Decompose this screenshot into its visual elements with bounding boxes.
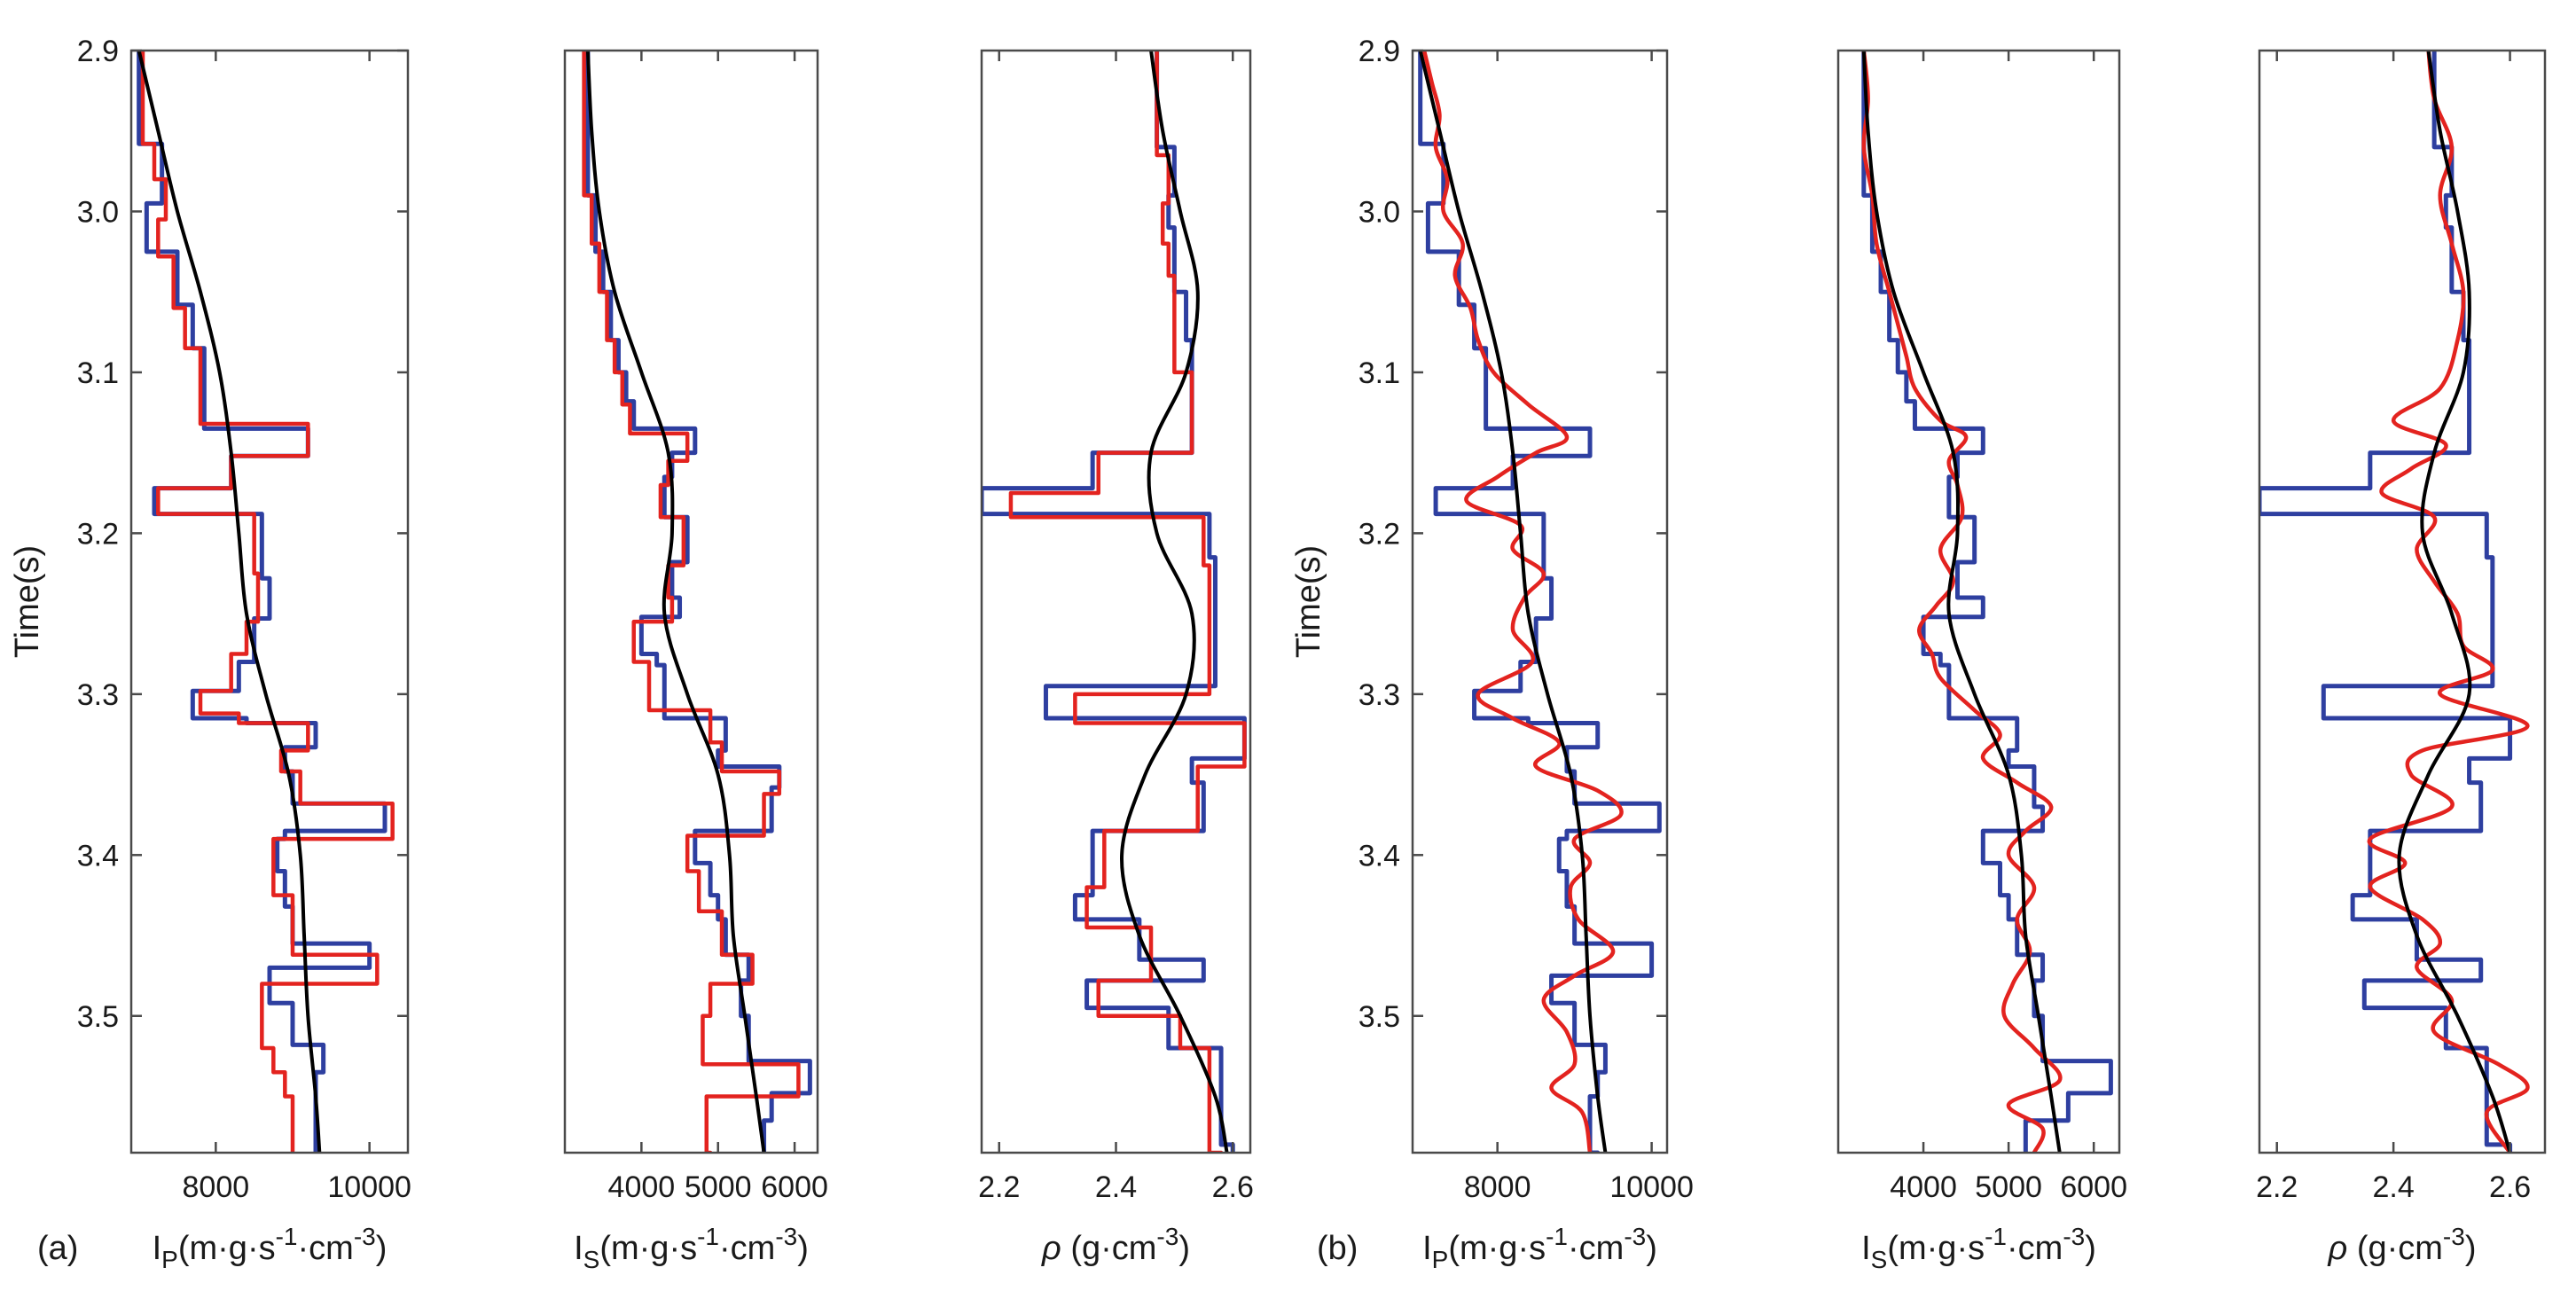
x-tick-label: 4000: [1890, 1170, 1957, 1204]
inversion-result-curve: [140, 51, 395, 1153]
x-axis-label: IP(m·g·s-1·cm-3): [153, 1223, 388, 1273]
panel-label-a: (a): [37, 1230, 78, 1267]
y-tick-label: 3.5: [1358, 1000, 1400, 1034]
x-tick-label: 2.2: [2256, 1170, 2298, 1204]
log-panel-b-ip: 8000 10000 2.9 3.0 3.1 3.2 3.3 3.4 3.5 Time(s) IP(…: [1290, 35, 1694, 1273]
inversion-result-curve: [1008, 51, 1247, 1153]
series-group: [1418, 51, 1662, 1153]
x-tick-label: 5000: [1975, 1170, 2042, 1204]
log-panel-a-rho: 2.2 2.4 2.6 ρ (g·cm-3): [978, 49, 1254, 1267]
y-tick-label: 3.3: [77, 678, 119, 712]
true-log-curve: [1418, 51, 1662, 1153]
series-group: [2259, 51, 2530, 1153]
y-tick-label: 2.9: [77, 35, 119, 68]
y-tick-label: 3.5: [77, 1000, 119, 1034]
y-axis-label: Time(s): [9, 545, 46, 658]
axes-frame: [2258, 49, 2547, 1154]
initial-model-curve: [137, 51, 322, 1153]
y-tick-label: 3.2: [1358, 517, 1400, 551]
x-axis-label: IP(m·g·s-1·cm-3): [1422, 1223, 1657, 1273]
x-tick-label: 2.4: [1095, 1170, 1137, 1204]
series-group: [137, 51, 395, 1153]
y-axis-label: Time(s): [1290, 545, 1327, 658]
y-tick-label: 3.4: [1358, 839, 1400, 873]
axes-frame: [129, 49, 410, 1154]
initial-model-curve: [1418, 51, 1608, 1153]
x-tick-label: 10000: [1609, 1170, 1694, 1204]
log-panel-a-ip: 8000 10000 2.9 3.0 3.1 3.2 3.3 3.4 3.5 Time(s) IP(…: [9, 35, 411, 1273]
x-axis-label: ρ (g·cm-3): [2328, 1223, 2477, 1267]
x-tick-label: 8000: [1464, 1170, 1531, 1204]
y-tick-label: 3.0: [1358, 195, 1400, 229]
y-tick-label: 3.0: [77, 195, 119, 229]
y-tick-label: 3.2: [77, 517, 119, 551]
y-tick-label: 3.4: [77, 839, 119, 873]
x-tick-label: 5000: [685, 1170, 752, 1204]
y-tick-label: 3.1: [77, 356, 119, 390]
x-tick-label: 2.6: [1212, 1170, 1254, 1204]
log-panel-b-is: 4000 5000 6000 IS(m·g·s-1·cm-3): [1836, 49, 2127, 1273]
initial-model-curve: [585, 51, 766, 1153]
y-tick-label: 2.9: [1358, 35, 1400, 68]
panel-label-b: (b): [1317, 1230, 1358, 1267]
true-log-curve: [982, 51, 1247, 1153]
true-log-curve: [1861, 51, 2113, 1153]
series-group: [582, 51, 812, 1153]
x-axis-label: ρ (g·cm-3): [1041, 1223, 1190, 1267]
x-tick-label: 10000: [327, 1170, 411, 1204]
x-tick-label: 2.2: [978, 1170, 1020, 1204]
inversion-result-curve: [1421, 51, 1624, 1153]
series-group: [982, 51, 1247, 1153]
x-axis-label: IS(m·g·s-1·cm-3): [1861, 1223, 2096, 1273]
x-tick-label: 4000: [608, 1170, 676, 1204]
true-log-curve: [585, 51, 812, 1153]
initial-model-curve: [1120, 51, 1229, 1153]
axes-frame: [1836, 49, 2121, 1154]
y-tick-label: 3.1: [1358, 356, 1400, 390]
x-tick-label: 2.4: [2373, 1170, 2415, 1204]
inversion-result-curve: [1861, 51, 2063, 1153]
inversion-result-curve: [582, 51, 801, 1153]
log-panel-b-rho: 2.2 2.4 2.6 ρ (g·cm-3): [2256, 49, 2547, 1267]
log-panel-a-is: 4000 5000 6000 IS(m·g·s-1·cm-3): [563, 49, 828, 1273]
y-tick-label: 3.3: [1358, 678, 1400, 712]
true-log-curve: [2259, 51, 2513, 1153]
x-tick-label: 8000: [183, 1170, 250, 1204]
inversion-result-curve: [2367, 51, 2530, 1153]
x-tick-label: 6000: [2060, 1170, 2127, 1204]
x-tick-label: 6000: [761, 1170, 828, 1204]
initial-model-curve: [2397, 51, 2512, 1153]
axes-frame: [1411, 49, 1669, 1154]
series-group: [1861, 51, 2113, 1153]
x-axis-label: IS(m·g·s-1·cm-3): [574, 1223, 809, 1273]
log-panels: 8000 10000 2.9 3.0 3.1 3.2 3.3 3.4 3.5 Time(s) IP(…: [9, 35, 2547, 1273]
x-tick-label: 2.6: [2489, 1170, 2531, 1204]
axes-frame: [563, 49, 819, 1154]
initial-model-curve: [1861, 51, 2062, 1153]
